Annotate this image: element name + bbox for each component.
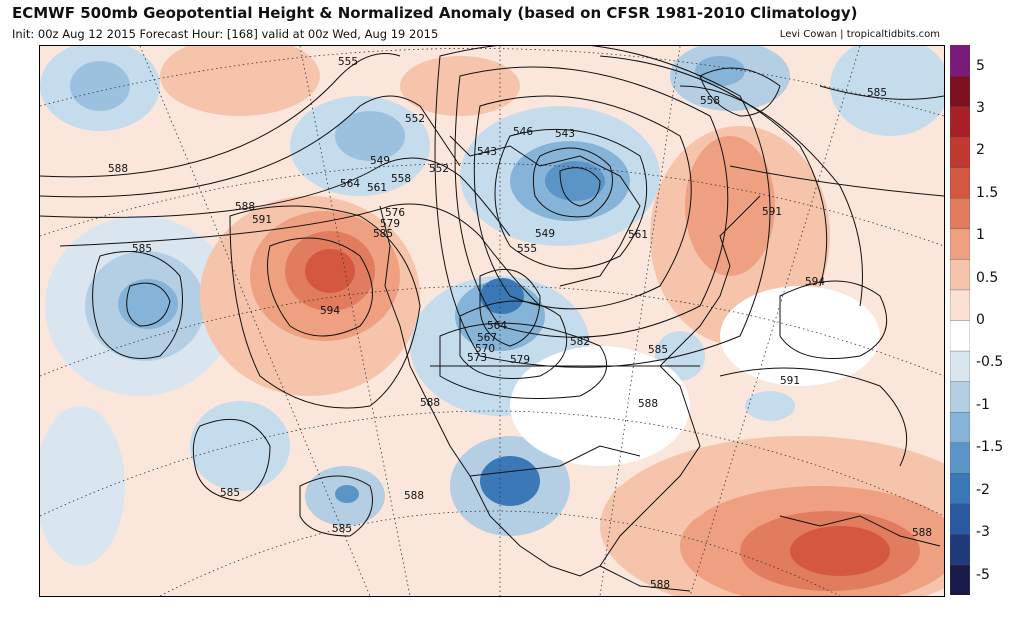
height-contours: [40, 46, 944, 537]
colorbar-swatch: [950, 289, 970, 321]
colorbar-swatch: [950, 472, 970, 505]
contour-label: 561: [367, 182, 387, 194]
colorbar-tick: 3: [976, 100, 985, 116]
colorbar-swatch: [950, 45, 970, 77]
contour-label: 573: [467, 352, 487, 364]
contour-label: 552: [429, 163, 449, 175]
colorbar-swatch: [950, 228, 970, 260]
credit-text: Levi Cowan | tropicaltidbits.com: [779, 29, 940, 40]
contour-label: 543: [477, 146, 497, 158]
anomaly-map: 555 552 549 564 561 558 552 546 543 543 …: [39, 45, 945, 597]
contour-label: 576: [385, 207, 405, 219]
colorbar-tick: -0.5: [976, 354, 1004, 370]
colorbar-tick: 1.5: [976, 185, 999, 201]
colorbar-swatch: [950, 350, 970, 382]
contour-label: 579: [380, 218, 400, 230]
colorbar-tick: 5: [976, 58, 985, 74]
contour-label: 558: [391, 173, 411, 185]
colorbar-swatch: [950, 75, 970, 107]
contour-label: 594: [320, 305, 340, 317]
colorbar-swatch: [950, 442, 970, 474]
colorbar-tick: -5: [976, 567, 990, 583]
colorbar-swatch: [950, 136, 970, 168]
contour-label: 588: [235, 201, 255, 213]
colorbar-tick: 0: [976, 312, 985, 328]
contour-label: 588: [638, 398, 658, 410]
contour-label: 564: [340, 178, 360, 190]
contour-label: 588: [912, 527, 932, 539]
contour-label: 591: [762, 206, 782, 218]
map-graphics: 555 552 549 564 561 558 552 546 543 543 …: [40, 46, 944, 596]
contour-label: 588: [650, 579, 670, 591]
neutral-region: [510, 286, 880, 466]
contour-label: 555: [517, 243, 537, 255]
contour-label: 549: [370, 155, 390, 167]
colorbar-swatch: [950, 503, 970, 535]
coastlines: [379, 135, 941, 592]
contour-label: 585: [332, 523, 352, 535]
chart-title: ECMWF 500mb Geopotential Height & Normal…: [12, 4, 858, 22]
contour-label: 591: [780, 375, 800, 387]
colorbar-swatch: [950, 105, 970, 138]
colorbar-tick: 0.5: [976, 270, 999, 286]
contour-label: 552: [405, 113, 425, 125]
contour-label: 588: [404, 490, 424, 502]
contour-label: 549: [535, 228, 555, 240]
contour-label: 585: [867, 87, 887, 99]
contour-label: 570: [475, 343, 495, 355]
contour-label: 564: [487, 320, 507, 332]
contour-label: 585: [648, 344, 668, 356]
colorbar-tick: -1: [976, 397, 990, 413]
contour-label: 561: [628, 229, 648, 241]
contour-label: 543: [555, 128, 575, 140]
colorbar-swatch: [950, 258, 970, 291]
colorbar-swatches: [950, 45, 970, 595]
colorbar-swatch: [950, 564, 970, 595]
run-info: Init: 00z Aug 12 2015 Forecast Hour: [16…: [12, 27, 439, 41]
graticule: [40, 46, 944, 596]
contour-label: 594: [805, 276, 825, 288]
colorbar-swatch: [950, 411, 970, 443]
colorbar-swatch: [950, 319, 970, 352]
colorbar: [950, 45, 970, 595]
contour-label: 579: [510, 354, 530, 366]
contour-label: 588: [420, 397, 440, 409]
positive-anomalies: [160, 46, 944, 596]
contour-label: 585: [373, 228, 393, 240]
contour-label: 555: [338, 56, 358, 68]
contour-label: 582: [570, 336, 590, 348]
colorbar-tick: -1.5: [976, 439, 1004, 455]
contour-labels: 555 552 549 564 561 558 552 546 543 543 …: [108, 56, 932, 591]
contour-label: 591: [252, 214, 272, 226]
contour-label: 585: [220, 487, 240, 499]
contour-label: 585: [132, 243, 152, 255]
colorbar-swatch: [950, 167, 970, 199]
colorbar-tick: -3: [976, 524, 990, 540]
contour-label: 567: [477, 332, 497, 344]
colorbar-tick: 1: [976, 227, 985, 243]
colorbar-tick: -2: [976, 482, 990, 498]
colorbar-swatch: [950, 380, 970, 413]
contour-label: 558: [700, 95, 720, 107]
colorbar-swatch: [950, 533, 970, 566]
colorbar-swatch: [950, 197, 970, 230]
colorbar-tick: 2: [976, 142, 985, 158]
contour-label: 546: [513, 126, 533, 138]
contour-label: 588: [108, 163, 128, 175]
